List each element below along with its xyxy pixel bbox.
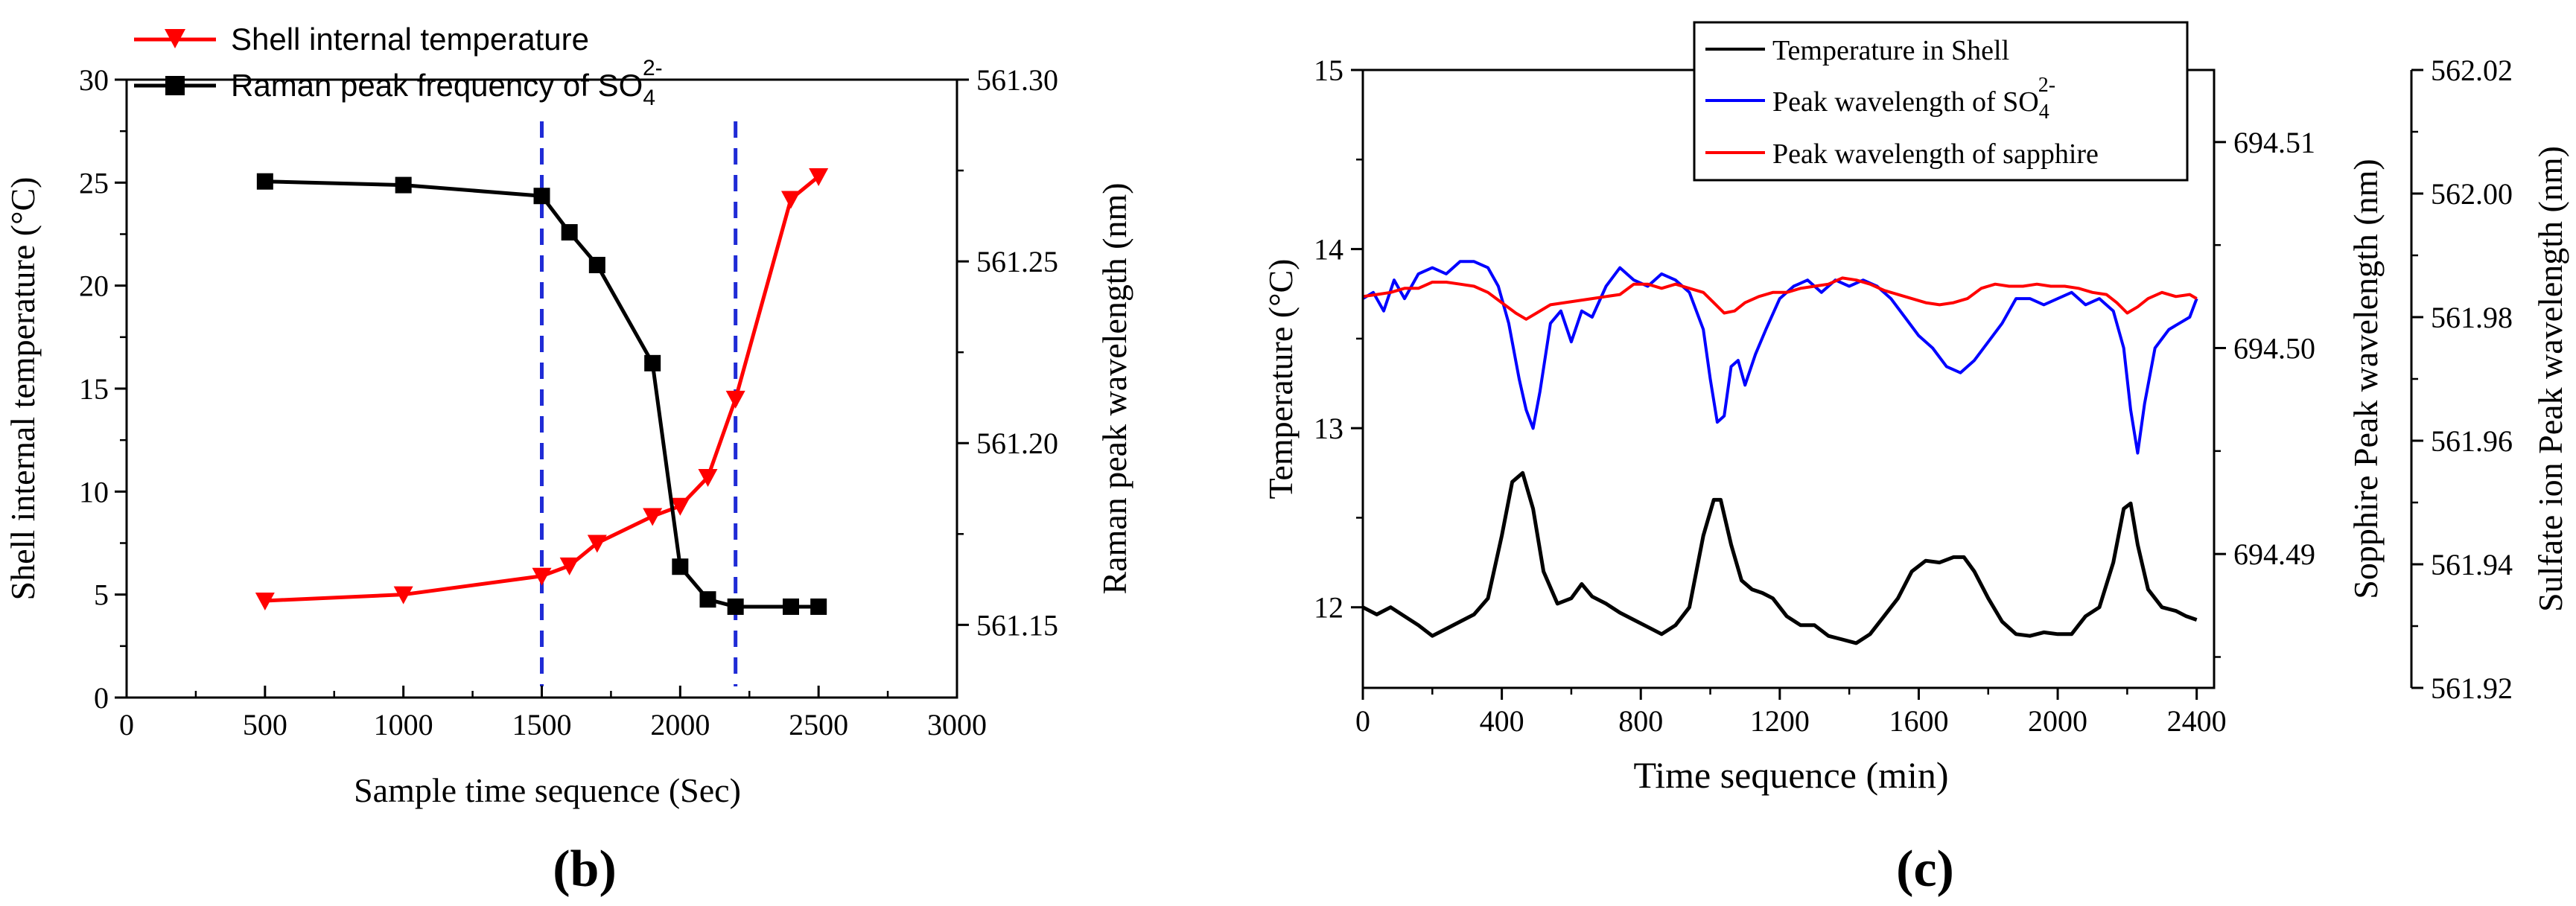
b-xtick-label: 0 — [119, 708, 134, 741]
c-ytick-label: 13 — [1314, 412, 1343, 445]
c-series-layer — [1361, 260, 2198, 645]
b-ylabel-right: Raman peak wavelength (nm) — [1095, 182, 1133, 594]
c-xtick-label: 1600 — [1889, 704, 1948, 738]
b-point-raman — [644, 354, 661, 371]
b-xlabel: Sample time sequence (Sec) — [354, 771, 741, 809]
b-point-raman — [699, 591, 716, 608]
b-point-temp — [587, 535, 607, 553]
b-point-temp — [559, 557, 579, 575]
b-point-raman — [256, 173, 273, 190]
b-xtick-label: 1000 — [374, 708, 433, 741]
c-xtick-label: 0 — [1355, 704, 1370, 738]
b-ytick-label: 0 — [94, 681, 109, 715]
b-point-temp — [393, 586, 413, 604]
c-legend-so4-text: Peak wavelength of SO — [1772, 86, 2039, 118]
b-point-temp — [725, 390, 745, 409]
c-ytick-right2-label: 562.02 — [2431, 54, 2513, 87]
c-ytick-right2-label: 561.96 — [2431, 424, 2513, 458]
b-ytick-right-label: 561.15 — [976, 608, 1058, 642]
c-xlabel: Time sequence (min) — [1633, 754, 1948, 796]
c-ytick-right1-label: 694.50 — [2233, 332, 2315, 366]
b-panel-label: (b) — [553, 840, 617, 898]
b-ytick-right-label: 561.20 — [976, 427, 1058, 460]
c-series-so4-line — [1361, 260, 2198, 455]
b-point-temp — [643, 508, 663, 526]
c-ytick-right2-label: 561.92 — [2431, 671, 2513, 705]
c-xtick-label: 800 — [1618, 704, 1663, 738]
b-legend-raman-sub: 4 — [643, 86, 655, 110]
c-ytick-label: 12 — [1314, 591, 1343, 625]
chart-b: 0 500 1000 1500 2000 2500 3000 0 5 10 15 20 25 30 561.… — [4, 22, 1133, 898]
b-legend-temp-label: Shell internal temperature — [231, 22, 589, 57]
c-xtick-label: 400 — [1480, 704, 1524, 738]
b-ytick-right-label: 561.25 — [976, 245, 1058, 278]
c-ytick-right1-label: 694.49 — [2233, 537, 2315, 571]
b-legend-raman-label: Raman peak frequency of SO4 2- — [231, 56, 663, 110]
b-ytick-label: 25 — [79, 166, 109, 200]
b-point-temp — [255, 592, 275, 610]
c-legend-so4-sub: 4 — [2039, 101, 2049, 124]
c-legend-so4-sup: 2- — [2038, 74, 2055, 97]
b-point-raman — [561, 224, 578, 241]
b-xtick-label: 2000 — [650, 708, 710, 741]
b-point-raman — [783, 598, 799, 615]
b-point-raman — [395, 176, 412, 194]
c-legend-so4-label: Peak wavelength of SO4 2- — [1772, 74, 2055, 124]
c-legend-sapphire-label: Peak wavelength of sapphire — [1772, 138, 2099, 170]
b-series-layer — [255, 168, 829, 615]
c-legend-box — [1693, 21, 2189, 182]
c-ytick-right2-label: 561.98 — [2431, 301, 2513, 334]
c-axis-ticks: 0 400 800 1200 1600 2000 2400 12 13 14 15 694.49 694… — [1314, 54, 2513, 738]
b-legend-raman-marker — [165, 76, 185, 95]
b-ytick-label: 15 — [79, 372, 109, 406]
b-legend: Shell internal temperature Raman peak fr… — [134, 22, 663, 110]
b-legend-temp-marker — [165, 29, 185, 48]
b-ytick-right-label: 561.30 — [976, 63, 1058, 97]
c-panel-label: (c) — [1896, 840, 1954, 898]
c-ytick-right2-label: 562.00 — [2431, 177, 2513, 211]
b-xtick-label: 3000 — [927, 708, 987, 741]
b-xtick-label: 1500 — [512, 708, 572, 741]
b-ylabel: Shell internal temperature (°C) — [4, 177, 42, 601]
c-legend: Temperature in Shell Peak wavelength of … — [1693, 21, 2189, 182]
b-point-temp — [532, 567, 552, 586]
b-point-raman — [672, 558, 689, 575]
b-legend-raman-text: Raman peak frequency of SO — [231, 68, 643, 103]
chart-c: 0 400 800 1200 1600 2000 2400 12 13 14 15 694.49 694… — [1262, 21, 2569, 898]
b-ytick-label: 5 — [94, 578, 109, 612]
c-ytick-label: 15 — [1314, 54, 1343, 87]
c-ylabel: Temperature (°C) — [1262, 259, 1300, 500]
b-ytick-label: 20 — [79, 269, 109, 303]
b-ytick-label: 30 — [79, 63, 109, 97]
b-point-raman — [810, 598, 827, 615]
c-ytick-label: 14 — [1314, 233, 1343, 267]
b-legend-raman-sup: 2- — [643, 56, 663, 80]
b-point-raman — [588, 257, 605, 273]
b-point-temp — [781, 191, 801, 209]
c-xtick-label: 1200 — [1750, 704, 1810, 738]
b-xtick-label: 500 — [243, 708, 287, 741]
b-ytick-label: 10 — [79, 475, 109, 508]
c-legend-temp-label: Temperature in Shell — [1772, 35, 2009, 66]
c-ylabel-right1: Sopphire Peak wavelength (nm) — [2347, 159, 2385, 599]
c-series-sapphire-line — [1362, 276, 2198, 321]
c-ylabel-right2: Sulfate ion Peak wavelength (nm) — [2531, 146, 2569, 612]
b-axis-ticks: 0 500 1000 1500 2000 2500 3000 0 5 10 15 20 25 30 561.… — [79, 63, 1058, 741]
c-xtick-label: 2400 — [2167, 704, 2227, 738]
b-point-raman — [727, 598, 744, 615]
b-point-temp — [698, 468, 718, 487]
b-xtick-label: 2500 — [789, 708, 848, 741]
c-ytick-right2-label: 561.94 — [2431, 548, 2513, 581]
b-point-temp — [670, 497, 690, 516]
c-ytick-right1-label: 694.51 — [2233, 126, 2315, 159]
b-point-raman — [533, 188, 550, 205]
c-series-temperature-line — [1361, 470, 2198, 645]
c-xtick-label: 2000 — [2028, 704, 2087, 738]
b-point-temp — [809, 168, 829, 187]
